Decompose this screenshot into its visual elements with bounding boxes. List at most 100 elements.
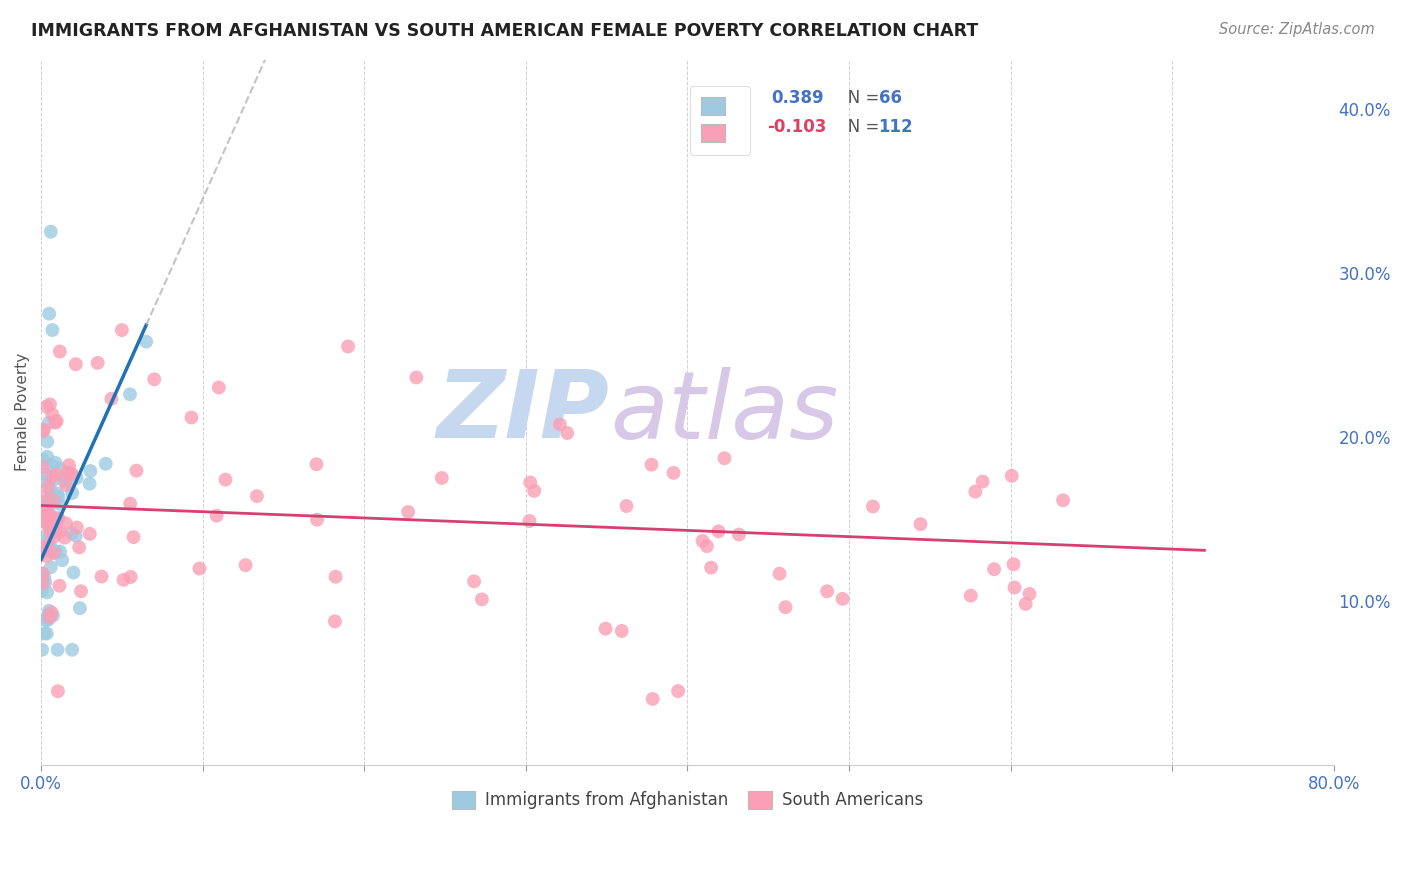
Point (42, 493, 65, 508)
Point (38, 610, 60, 624)
Point (34, 613, 56, 627)
Point (65, 529, 87, 543)
Point (39, 539, 62, 553)
Point (983, 562, 1005, 576)
Point (44, 456, 66, 470)
Point (45, 414, 67, 428)
Point (41, 470, 63, 484)
Point (60, 642, 83, 657)
Point (143, 372, 166, 386)
Point (41, 458, 63, 473)
Point (31, 566, 53, 581)
Point (34, 467, 56, 482)
Point (44, 472, 66, 486)
Point (965, 484, 987, 499)
Point (66, 471, 89, 485)
Point (79, 527, 101, 541)
Point (48, 490, 70, 504)
Point (728, 527, 751, 541)
Point (39, 521, 62, 535)
Point (32, 490, 55, 504)
Text: atlas: atlas (610, 367, 838, 458)
Point (616, 499, 638, 513)
Point (180, 410, 202, 425)
Point (463, 574, 485, 589)
Point (35, 504, 58, 518)
Point (34, 503, 56, 517)
Point (125, 464, 148, 478)
Point (38, 416, 60, 430)
Point (610, 624, 633, 638)
Point (120, 497, 142, 511)
Point (32, 475, 55, 489)
Point (37, 493, 59, 508)
Point (31, 506, 53, 520)
Point (555, 425, 578, 440)
Point (35, 549, 58, 563)
Point (38, 494, 60, 508)
Y-axis label: Female Poverty: Female Poverty (15, 353, 30, 471)
Text: 112: 112 (879, 118, 914, 136)
Point (325, 570, 347, 584)
Point (405, 370, 427, 384)
Point (45, 467, 67, 482)
Point (48, 497, 70, 511)
Point (862, 500, 884, 514)
Point (70, 584, 93, 599)
Point (37, 533, 59, 548)
Point (55, 478, 77, 492)
Point (38, 307, 60, 321)
Point (1004, 581, 1026, 595)
Point (37, 434, 59, 449)
Point (79, 476, 101, 491)
Point (666, 684, 689, 698)
Point (35, 626, 58, 640)
Point (337, 339, 360, 353)
Text: N =: N = (832, 118, 884, 136)
Point (31, 460, 53, 475)
Point (42, 530, 65, 544)
Point (37, 613, 59, 627)
Point (56, 466, 79, 480)
Point (1014, 597, 1036, 611)
Point (38, 607, 60, 622)
Point (34, 574, 56, 589)
Point (323, 615, 346, 629)
Point (111, 323, 134, 337)
Point (41, 606, 63, 620)
Point (430, 471, 453, 485)
Point (44, 416, 66, 430)
Point (662, 466, 685, 480)
Point (32, 453, 55, 467)
Point (53, 475, 76, 489)
Point (38, 519, 60, 533)
Point (972, 475, 994, 489)
Point (38, 541, 60, 556)
Text: R =: R = (720, 118, 755, 136)
Point (34, 515, 56, 529)
Point (31, 566, 53, 581)
Point (214, 473, 236, 487)
Point (32, 569, 55, 583)
Point (59, 466, 82, 480)
Point (53, 472, 76, 486)
Text: 0.389: 0.389 (772, 89, 824, 107)
Point (713, 451, 735, 466)
Point (49, 344, 72, 359)
Point (700, 560, 723, 574)
Point (34, 510, 56, 524)
Point (35, 400, 58, 414)
Point (305, 457, 328, 471)
Point (48, 511, 70, 525)
Point (815, 584, 838, 599)
Point (46, 486, 69, 500)
Point (31, 424, 53, 438)
Text: 66: 66 (879, 89, 901, 107)
Point (38, 508, 60, 522)
Point (38, 604, 60, 618)
Point (41, 323, 63, 337)
Point (208, 380, 231, 394)
Point (32, 626, 55, 640)
Point (641, 692, 664, 706)
Point (959, 589, 981, 603)
